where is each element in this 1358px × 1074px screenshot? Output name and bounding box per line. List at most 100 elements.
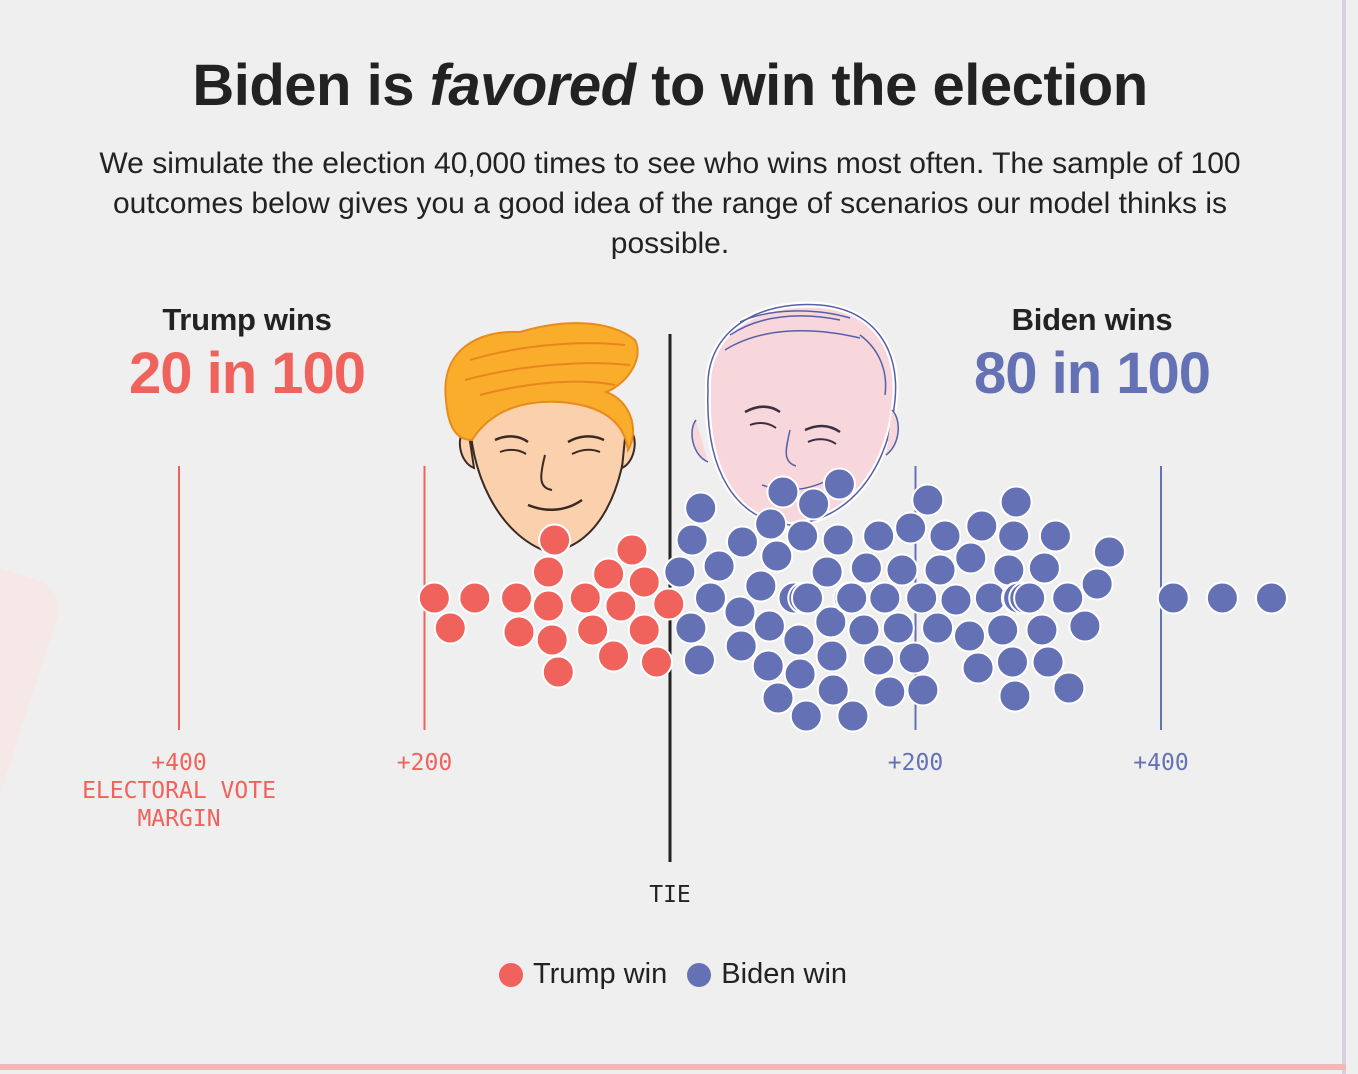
biden-dot-48	[911, 483, 945, 517]
trump-summary: Trump wins 20 in 100	[47, 302, 447, 407]
biden-dot-54	[954, 541, 988, 575]
biden-dot-9	[725, 525, 759, 559]
biden-dot-16	[766, 475, 800, 509]
biden-dot-74	[1068, 609, 1102, 643]
tick-label-2: +200	[888, 750, 943, 776]
biden-dot-35	[836, 699, 870, 733]
biden-dot-68	[1025, 613, 1059, 647]
biden-dot-77	[1156, 581, 1190, 615]
trump-dot-15	[615, 533, 649, 567]
biden-dot-11	[751, 649, 785, 683]
biden-dot-73	[1052, 671, 1086, 705]
trump-dot-3	[500, 581, 534, 615]
trump-dot-11	[576, 613, 610, 647]
legend-label-trump: Trump win	[532, 958, 668, 990]
biden-dot-24	[797, 487, 831, 521]
biden-dot-23	[790, 581, 824, 615]
trump-wins-label: Trump wins	[162, 302, 332, 337]
legend: Trump win Biden win	[0, 958, 1346, 995]
biden-dot-8	[724, 629, 758, 663]
legend-dot-trump	[498, 962, 523, 987]
biden-dot-40	[868, 581, 902, 615]
trump-dot-14	[604, 589, 638, 623]
biden-dot-6	[702, 549, 736, 583]
biden-dot-69	[1027, 551, 1061, 585]
trump-dot-17	[627, 613, 661, 647]
bottom-border	[0, 1064, 1346, 1070]
biden-dot-46	[905, 581, 939, 615]
trump-dots	[417, 523, 686, 689]
trump-dot-8	[538, 523, 572, 557]
biden-dot-25	[810, 555, 844, 589]
biden-dot-3	[682, 643, 716, 677]
biden-dot-20	[786, 519, 820, 553]
biden-dot-30	[822, 467, 856, 501]
biden-dot-41	[873, 675, 907, 709]
biden-dot-18	[782, 623, 816, 657]
biden-dot-12	[752, 609, 786, 643]
trump-dot-1	[433, 611, 467, 645]
biden-dot-52	[939, 583, 973, 617]
biden-dot-19	[783, 657, 817, 691]
biden-dot-58	[986, 613, 1020, 647]
trump-dot-0	[417, 581, 451, 615]
right-border	[1342, 0, 1346, 1074]
biden-summary: Biden wins 80 in 100	[892, 302, 1292, 407]
biden-dot-10	[744, 569, 778, 603]
trump-dot-4	[502, 615, 536, 649]
biden-dot-49	[921, 611, 955, 645]
trump-dot-16	[627, 565, 661, 599]
biden-dot-1	[674, 611, 708, 645]
tick-label-1: +200	[397, 750, 452, 776]
biden-dot-44	[894, 511, 928, 545]
biden-dots	[663, 467, 1288, 733]
biden-dot-79	[1254, 581, 1288, 615]
biden-dot-5	[694, 581, 728, 615]
biden-dot-42	[881, 611, 915, 645]
legend-item-trump: Trump win	[498, 958, 668, 991]
page-title: Biden is favored to win the election	[192, 53, 1148, 118]
biden-dot-45	[897, 641, 931, 675]
trump-dot-12	[592, 557, 626, 591]
biden-dot-7	[723, 595, 757, 629]
biden-dot-43	[885, 553, 919, 587]
biden-dot-60	[995, 645, 1029, 679]
biden-dot-47	[906, 673, 940, 707]
trump-dot-18	[639, 645, 673, 679]
biden-dot-53	[953, 619, 987, 653]
page-subtitle: We simulate the election 40,000 times to…	[99, 147, 1241, 260]
trump-dot-5	[531, 589, 565, 623]
biden-dot-75	[1080, 567, 1114, 601]
biden-dot-13	[754, 507, 788, 541]
legend-label-biden: Biden win	[721, 958, 848, 990]
trump-dot-13	[597, 639, 631, 673]
biden-dot-26	[814, 605, 848, 639]
biden-illustration	[691, 301, 899, 529]
biden-dot-22	[789, 699, 823, 733]
biden-dot-2	[675, 523, 709, 557]
biden-dot-70	[1031, 645, 1065, 679]
biden-dot-61	[997, 519, 1031, 553]
biden-dot-67	[1013, 581, 1047, 615]
trump-wins-count: 20 in 100	[128, 341, 366, 406]
biden-dot-62	[999, 485, 1033, 519]
tick-label-3: +400	[1133, 750, 1188, 776]
axis-label-line-0: ELECTORAL VOTE	[82, 778, 276, 804]
biden-dot-78	[1205, 581, 1239, 615]
trump-dot-19	[652, 587, 686, 621]
biden-dot-38	[862, 643, 896, 677]
biden-dot-56	[965, 509, 999, 543]
trump-dot-7	[535, 623, 569, 657]
legend-item-biden: Biden win	[687, 958, 847, 991]
biden-dot-29	[821, 523, 855, 557]
tie-label: TIE	[649, 882, 691, 908]
biden-dot-55	[961, 651, 995, 685]
axis-label-line-1: MARGIN	[137, 806, 220, 832]
biden-dot-27	[815, 639, 849, 673]
biden-dot-4	[684, 491, 718, 525]
biden-dot-50	[923, 553, 957, 587]
trump-illustration	[444, 322, 639, 554]
biden-wins-label: Biden wins	[1011, 302, 1173, 337]
